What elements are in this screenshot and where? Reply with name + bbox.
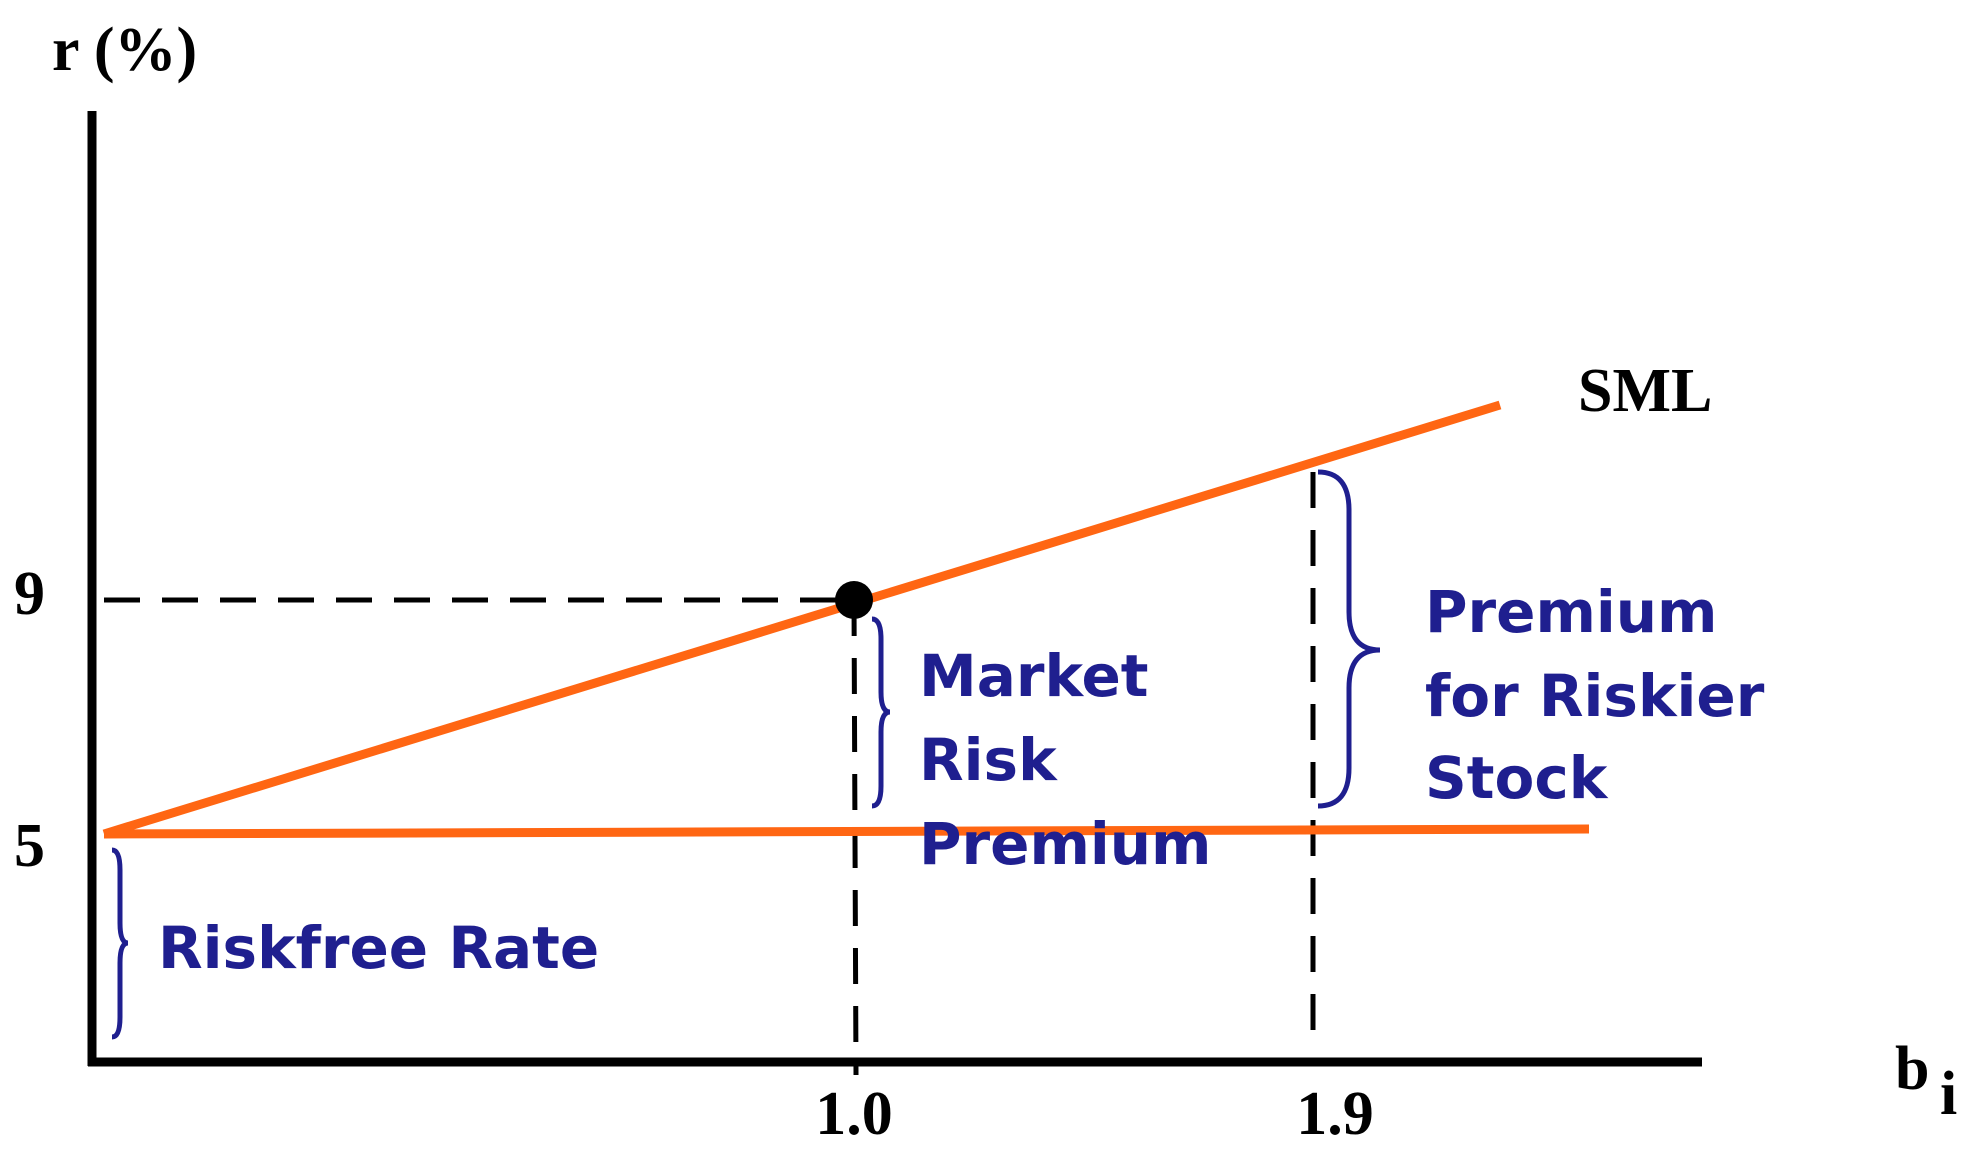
brace-riskfree (111, 847, 129, 1040)
annotation: Risk (919, 726, 1058, 794)
annotation: Premium (1425, 578, 1718, 646)
x-tick-label: 1.0 (815, 1080, 893, 1148)
riskfree-line (103, 824, 1590, 839)
annotation: Stock (1425, 744, 1609, 812)
x-tick-label: 1.9 (1296, 1080, 1374, 1148)
x-axis-label: b (1895, 1035, 1929, 1103)
annotation: Market (919, 642, 1149, 710)
brace-risky (1317, 469, 1381, 809)
guide-vertical-market (851, 599, 859, 1076)
annotation: for Riskier (1425, 662, 1765, 730)
brace-market (871, 616, 891, 809)
x-axis-subscript: i (1940, 1060, 1957, 1128)
sml-line (102, 400, 1502, 839)
annotation: Riskfree Rate (158, 914, 599, 982)
y-tick-label: 9 (14, 560, 45, 628)
y-axis-label: r (%) (52, 16, 197, 84)
market-point (835, 581, 873, 619)
line-label: SML (1578, 357, 1712, 425)
annotation: Premium (919, 810, 1212, 878)
y-tick-label: 5 (14, 812, 45, 880)
